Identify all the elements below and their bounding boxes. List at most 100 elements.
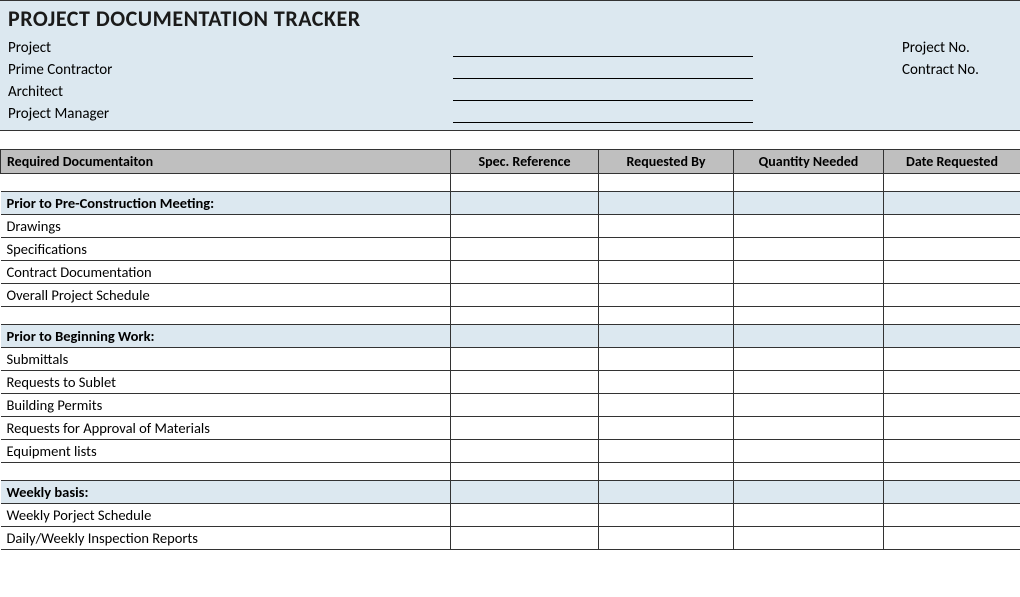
item-data-cell[interactable] [451,261,599,284]
section-empty-cell [884,192,1020,215]
item-data-cell[interactable] [884,284,1020,307]
item-data-cell[interactable] [884,504,1020,527]
info-row-project: Project Project No. [8,36,1012,57]
item-name-cell: Equipment lists [1,440,451,463]
item-data-cell[interactable] [599,371,734,394]
label-contract-no: Contract No. [902,61,1012,79]
item-data-cell[interactable] [884,527,1020,550]
item-data-cell[interactable] [734,261,884,284]
item-data-cell[interactable] [451,348,599,371]
documentation-table: Required Documentaiton Spec. Reference R… [0,149,1020,550]
input-project-line[interactable] [453,39,753,57]
empty-cell [734,174,884,192]
table-item-row: Submittals [1,348,1020,371]
item-data-cell[interactable] [599,238,734,261]
empty-cell [451,174,599,192]
item-data-cell[interactable] [734,417,884,440]
item-data-cell[interactable] [884,440,1020,463]
item-data-cell[interactable] [884,394,1020,417]
input-project-manager-line[interactable] [453,105,753,123]
table-item-row: Contract Documentation [1,261,1020,284]
empty-cell [1,174,451,192]
item-data-cell[interactable] [599,348,734,371]
item-data-cell[interactable] [451,504,599,527]
item-data-cell[interactable] [451,215,599,238]
item-name-cell: Drawings [1,215,451,238]
item-data-cell[interactable] [734,527,884,550]
table-section-row: Prior to Beginning Work: [1,325,1020,348]
item-data-cell[interactable] [734,394,884,417]
label-project-no: Project No. [902,39,1012,57]
item-data-cell[interactable] [734,504,884,527]
documentation-table-wrap: Required Documentaiton Spec. Reference R… [0,149,1020,550]
label-project-manager: Project Manager [8,105,453,123]
section-empty-cell [734,192,884,215]
item-data-cell[interactable] [734,440,884,463]
item-data-cell[interactable] [451,371,599,394]
section-heading-cell: Prior to Beginning Work: [1,325,451,348]
table-section-row: Prior to Pre-Construction Meeting: [1,192,1020,215]
item-data-cell[interactable] [599,284,734,307]
empty-cell [734,463,884,481]
input-architect-line[interactable] [453,83,753,101]
section-empty-cell [451,481,599,504]
section-heading-cell: Weekly basis: [1,481,451,504]
item-name-cell: Contract Documentation [1,261,451,284]
item-data-cell[interactable] [599,504,734,527]
label-prime-contractor: Prime Contractor [8,61,453,79]
empty-cell [599,463,734,481]
empty-cell [599,174,734,192]
item-name-cell: Submittals [1,348,451,371]
item-data-cell[interactable] [734,238,884,261]
item-data-cell[interactable] [734,348,884,371]
col-requested-by: Requested By [599,150,734,174]
empty-cell [1,463,451,481]
table-item-row: Specifications [1,238,1020,261]
table-item-row: Overall Project Schedule [1,284,1020,307]
item-data-cell[interactable] [451,440,599,463]
item-name-cell: Building Permits [1,394,451,417]
empty-cell [884,463,1020,481]
item-data-cell[interactable] [599,417,734,440]
item-data-cell[interactable] [599,215,734,238]
table-item-row: Requests for Approval of Materials [1,417,1020,440]
info-row-project-manager: Project Manager [8,102,1012,123]
item-data-cell[interactable] [451,394,599,417]
section-empty-cell [599,325,734,348]
item-data-cell[interactable] [599,261,734,284]
section-empty-cell [884,325,1020,348]
empty-cell [451,463,599,481]
item-data-cell[interactable] [734,215,884,238]
item-data-cell[interactable] [451,417,599,440]
info-row-architect: Architect [8,80,1012,101]
item-data-cell[interactable] [884,215,1020,238]
table-item-row: Weekly Porject Schedule [1,504,1020,527]
info-row-prime-contractor: Prime Contractor Contract No. [8,58,1012,79]
item-data-cell[interactable] [884,348,1020,371]
col-required-doc: Required Documentaiton [1,150,451,174]
label-architect: Architect [8,83,453,101]
section-empty-cell [734,481,884,504]
section-empty-cell [599,481,734,504]
section-empty-cell [884,481,1020,504]
item-data-cell[interactable] [451,284,599,307]
item-data-cell[interactable] [884,371,1020,394]
table-item-row: Building Permits [1,394,1020,417]
item-data-cell[interactable] [734,371,884,394]
item-data-cell[interactable] [884,417,1020,440]
item-data-cell[interactable] [599,394,734,417]
item-data-cell[interactable] [884,261,1020,284]
item-data-cell[interactable] [451,527,599,550]
item-data-cell[interactable] [599,440,734,463]
item-data-cell[interactable] [734,284,884,307]
input-prime-contractor-line[interactable] [453,61,753,79]
item-data-cell[interactable] [599,527,734,550]
label-project: Project [8,39,453,57]
section-heading-cell: Prior to Pre-Construction Meeting: [1,192,451,215]
item-name-cell: Requests for Approval of Materials [1,417,451,440]
item-name-cell: Daily/Weekly Inspection Reports [1,527,451,550]
item-data-cell[interactable] [884,238,1020,261]
section-empty-cell [599,192,734,215]
item-data-cell[interactable] [451,238,599,261]
table-empty-row [1,463,1020,481]
